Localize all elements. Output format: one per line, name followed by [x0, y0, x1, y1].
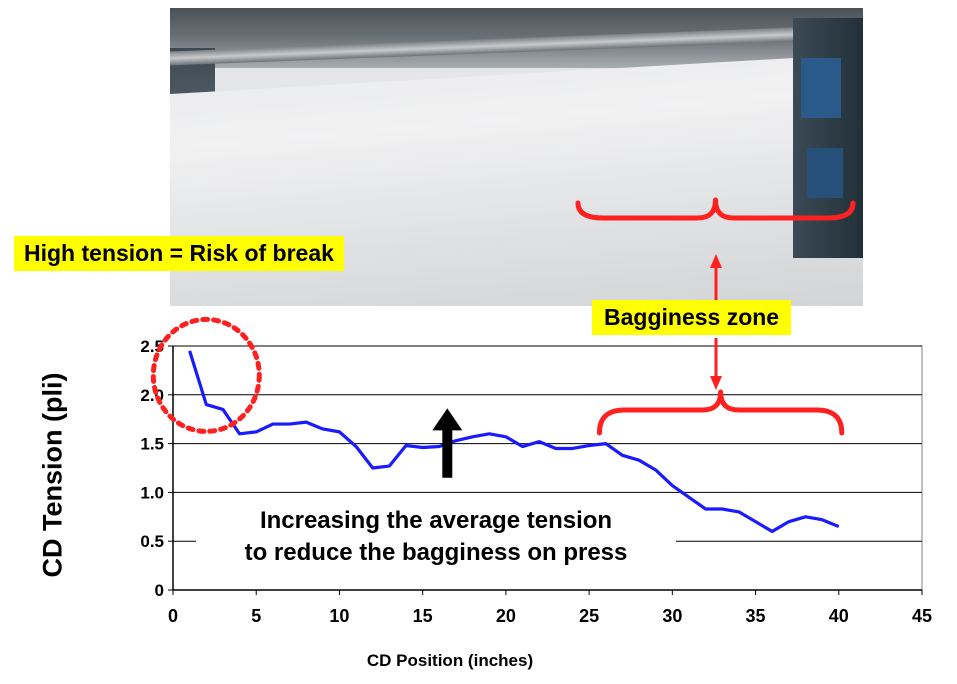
- y-tick-label-1: 0.5: [140, 532, 164, 551]
- x-tick-label-3: 15: [413, 606, 433, 626]
- bagginess-zone-callout: Bagginess zone: [592, 300, 792, 335]
- bagginess-brace-photo: [575, 197, 856, 221]
- high-tension-callout: High tension = Risk of break: [14, 236, 344, 271]
- x-tick-label-4: 20: [496, 606, 516, 626]
- annotation-line-2: to reduce the bagginess on press: [244, 539, 628, 566]
- tension-annotation: Increasing the average tension to reduce…: [196, 505, 676, 569]
- series-line-cd-tension: [188, 350, 840, 534]
- high-tension-circle: [150, 316, 262, 434]
- bagginess-arrowhead-up: [710, 254, 722, 268]
- x-tick-label-5: 25: [579, 606, 599, 626]
- x-tick-label-0: 0: [168, 606, 178, 626]
- x-tick-label-8: 40: [829, 606, 849, 626]
- x-tick-label-9: 45: [912, 606, 932, 626]
- bagginess-brace-chart: [596, 389, 845, 436]
- y-tick-label-0: 0: [155, 581, 164, 600]
- x-tick-label-2: 10: [329, 606, 349, 626]
- y-axis-title: CD Tension (pli): [37, 372, 68, 578]
- annotation-line-1: Increasing the average tension: [259, 507, 613, 534]
- increase-arrow-head: [432, 408, 463, 431]
- x-tick-label-1: 5: [251, 606, 261, 626]
- bagginess-arrowhead-down: [710, 376, 722, 390]
- increase-arrow-shaft: [442, 428, 453, 478]
- y-tick-label-2: 1.0: [140, 483, 164, 502]
- y-tick-label-3: 1.5: [140, 435, 164, 454]
- x-tick-label-6: 30: [662, 606, 682, 626]
- x-axis-title: CD Position (inches): [366, 651, 534, 670]
- x-tick-label-7: 35: [746, 606, 766, 626]
